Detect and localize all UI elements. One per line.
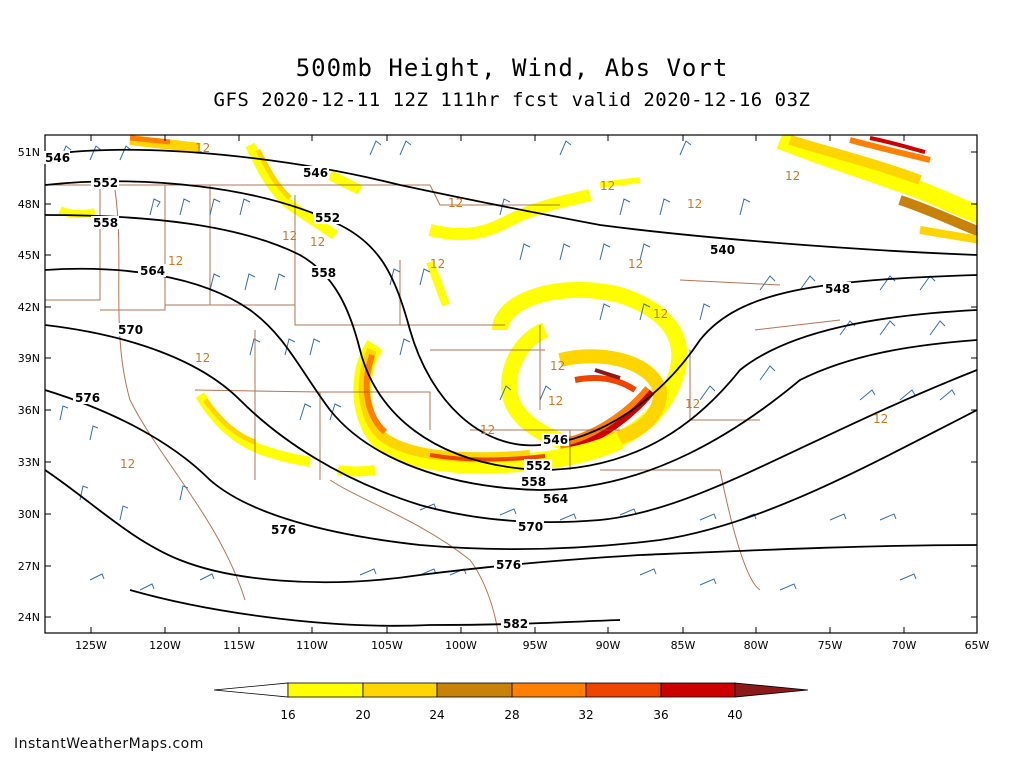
lat-label: 45N — [17, 249, 40, 262]
vort-label: 12 — [628, 257, 643, 271]
lat-label: 33N — [17, 456, 40, 469]
map-title: 500mb Height, Wind, Abs Vort — [295, 54, 729, 82]
vort-label: 12 — [120, 457, 135, 471]
lon-label: 105W — [371, 639, 403, 652]
lon-label: 85W — [670, 639, 696, 652]
contour-label-552: 552 — [526, 459, 551, 473]
vort-label: 12 — [310, 235, 325, 249]
colorbar-label: 28 — [504, 708, 520, 722]
lat-label: 42N — [17, 301, 40, 314]
vort-label: 12 — [195, 141, 210, 155]
colorbar-label: 16 — [280, 708, 296, 722]
political-borders — [45, 184, 841, 633]
colorbar-segment — [287, 682, 364, 698]
lat-label: 36N — [17, 404, 40, 417]
lon-label: 120W — [149, 639, 181, 652]
colorbar-segment — [362, 682, 438, 698]
contour-label-552: 552 — [93, 176, 118, 190]
contour-label-570: 570 — [518, 520, 543, 534]
vort-label: 12 — [195, 351, 210, 365]
lon-label: 125W — [75, 639, 107, 652]
contour-label-576: 576 — [496, 558, 521, 572]
lon-label: 110W — [296, 639, 328, 652]
lat-label: 24N — [17, 611, 40, 624]
vort-label: 12 — [600, 179, 615, 193]
contour-label-564: 564 — [140, 264, 165, 278]
colorbar-segment — [511, 682, 587, 698]
vort-label: 12 — [448, 196, 463, 210]
vort-label: 12 — [550, 359, 565, 373]
lon-label: 95W — [522, 639, 548, 652]
height-contours — [45, 148, 977, 627]
colorbar-segment-white — [213, 682, 289, 698]
lat-label: 39N — [17, 352, 40, 365]
lon-label: 115W — [223, 639, 255, 652]
vort-label: 12 — [548, 394, 563, 408]
contour-label-570: 570 — [118, 323, 143, 337]
vorticity-labels: 12 12 12 12 12 12 12 12 12 12 12 12 12 1… — [120, 141, 888, 471]
colorbar-label: 36 — [653, 708, 669, 722]
site-credit: InstantWeatherMaps.com — [14, 736, 204, 752]
colorbar-segment — [585, 682, 662, 698]
contour-label-548: 548 — [825, 282, 850, 296]
vort-label: 12 — [785, 169, 800, 183]
map-frame — [44, 134, 978, 634]
lat-label: 27N — [17, 560, 40, 573]
contour-label-576: 576 — [75, 391, 100, 405]
contour-label-552: 552 — [315, 211, 340, 225]
lon-label: 80W — [743, 639, 769, 652]
contour-label-582: 582 — [503, 617, 528, 631]
contour-label-564: 564 — [543, 492, 568, 506]
contour-label-576: 576 — [271, 523, 296, 537]
contour-labels: 546 546 552 552 558 558 564 570 576 540 … — [44, 151, 851, 631]
contour-label-558: 558 — [311, 266, 336, 280]
vorticity-shading — [58, 135, 977, 477]
vort-label: 12 — [687, 197, 702, 211]
lon-label: 65W — [964, 639, 990, 652]
colorbar — [213, 682, 809, 698]
colorbar-label: 32 — [578, 708, 594, 722]
lon-label: 90W — [595, 639, 621, 652]
lat-label: 51N — [17, 146, 40, 159]
axis-ticks — [45, 135, 978, 633]
colorbar-label: 24 — [429, 708, 445, 722]
lat-label: 48N — [17, 198, 40, 211]
colorbar-label: 20 — [355, 708, 371, 722]
vort-label: 12 — [480, 423, 495, 437]
vort-label: 12 — [653, 307, 668, 321]
lon-label: 70W — [891, 639, 917, 652]
colorbar-segment — [660, 682, 736, 698]
map-subtitle: GFS 2020-12-11 12Z 111hr fcst valid 2020… — [213, 89, 811, 111]
lat-label: 30N — [17, 508, 40, 521]
colorbar-segment — [436, 682, 513, 698]
contour-label-558: 558 — [93, 216, 118, 230]
vort-label: 12 — [168, 254, 183, 268]
contour-label-540: 540 — [710, 243, 735, 257]
vort-label: 12 — [685, 397, 700, 411]
contour-label-546: 546 — [45, 151, 70, 165]
colorbar-segment-max — [734, 682, 809, 698]
contour-label-558: 558 — [521, 475, 546, 489]
vort-label: 12 — [282, 229, 297, 243]
lon-label: 75W — [817, 639, 843, 652]
vort-label: 12 — [873, 412, 888, 426]
vort-label: 12 — [430, 257, 445, 271]
lon-label: 100W — [445, 639, 477, 652]
colorbar-label: 40 — [727, 708, 743, 722]
map-plot-area — [45, 135, 977, 633]
contour-label-546: 546 — [303, 166, 328, 180]
contour-label-546: 546 — [543, 433, 568, 447]
